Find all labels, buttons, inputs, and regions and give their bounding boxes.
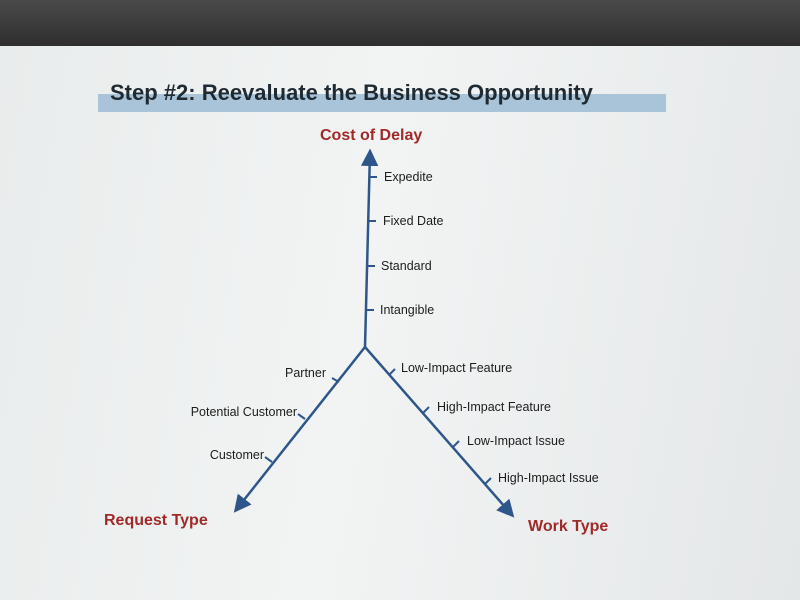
level-low-impact-issue: Low-Impact Issue	[467, 434, 565, 448]
request-type-title: Request Type	[104, 512, 208, 529]
wall-background	[0, 0, 800, 46]
level-high-impact-feature: High-Impact Feature	[437, 400, 551, 414]
level-fixed-date: Fixed Date	[383, 214, 443, 228]
tick-partner	[331, 377, 340, 383]
work-type-title: Work Type	[528, 518, 608, 535]
slide	[0, 46, 800, 600]
level-partner: Partner	[285, 366, 326, 380]
slide-title: Step #2: Reevaluate the Business Opportu…	[110, 80, 593, 105]
request-type-axis	[233, 346, 366, 513]
tick-high-impact-feature	[422, 406, 430, 414]
tick-low-impact-issue	[452, 440, 460, 448]
level-high-impact-issue: High-Impact Issue	[498, 471, 599, 485]
level-low-impact-feature: Low-Impact Feature	[401, 361, 512, 375]
tick-potential-customer	[297, 413, 306, 420]
tick-low-impact-feature	[388, 368, 396, 376]
cost-of-delay-axis	[360, 148, 379, 348]
title-highlight	[98, 78, 666, 112]
level-customer: Customer	[210, 448, 264, 462]
cost-of-delay-title: Cost of Delay	[320, 127, 422, 144]
level-standard: Standard	[381, 259, 432, 273]
tick-high-impact-issue	[484, 477, 492, 485]
level-intangible: Intangible	[380, 303, 434, 317]
tick-customer	[264, 456, 273, 463]
level-expedite: Expedite	[384, 170, 433, 184]
level-potential-customer: Potential Customer	[191, 405, 297, 419]
